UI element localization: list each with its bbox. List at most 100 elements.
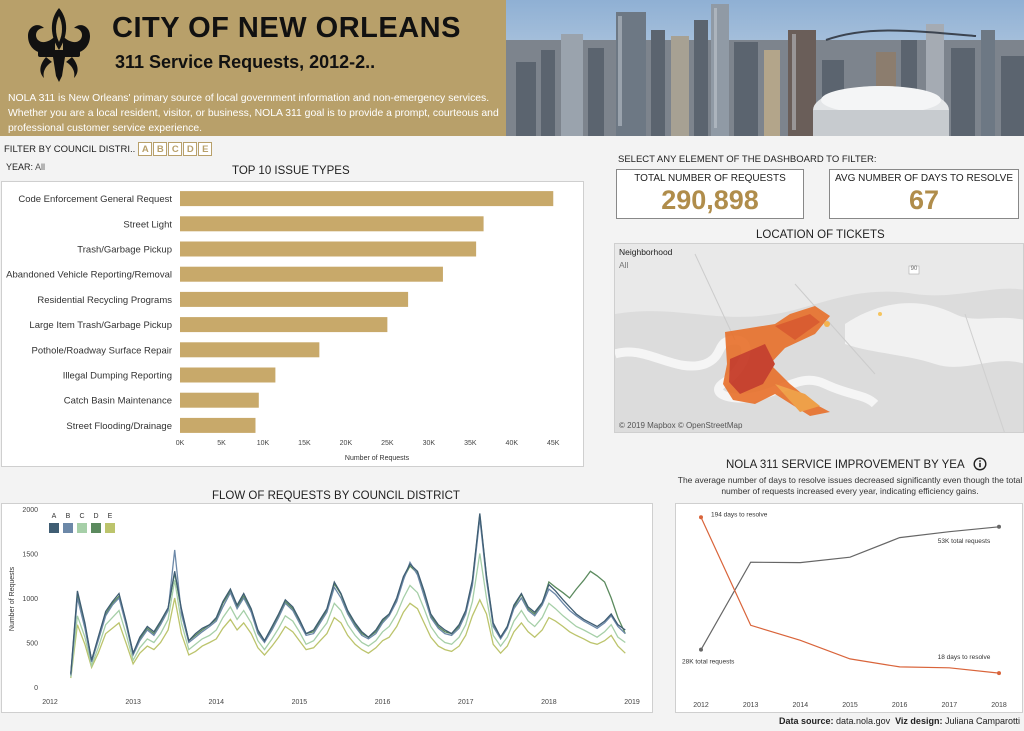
x-tick-label: 2018 [541, 699, 557, 706]
fleur-de-lis-icon [28, 8, 90, 82]
avg-days-label: AVG NUMBER OF DAYS TO RESOLVE [834, 173, 1013, 184]
design-label: Viz design: [895, 716, 943, 726]
issue-bar[interactable] [180, 191, 554, 207]
bar-category-label: Residential Recycling Programs [37, 295, 172, 306]
year-filter-value[interactable]: All [35, 162, 46, 172]
x-tick-label: 35K [464, 440, 477, 447]
legend-swatch-e[interactable] [105, 523, 115, 533]
legend-label-d: D [93, 513, 98, 520]
bar-category-label: Pothole/Roadway Surface Repair [32, 345, 172, 356]
district-e-filter[interactable]: E [198, 142, 213, 156]
bar-category-label: Street Light [123, 219, 172, 230]
x-tick-label: 2015 [842, 702, 858, 709]
legend-swatch-a[interactable] [49, 523, 59, 533]
council-filter: FILTER BY COUNCIL DISTRI.. A B C D E [4, 142, 213, 156]
issue-bar[interactable] [180, 417, 256, 433]
x-tick-label: 5K [217, 440, 226, 447]
y-tick-label: 1500 [22, 552, 38, 559]
days-to-resolve-line[interactable] [700, 517, 1000, 674]
page-subtitle: 311 Service Requests, 2012-2.. [115, 52, 376, 72]
map-attribution: © 2019 Mapbox © OpenStreetMap [619, 421, 743, 430]
series-line-d[interactable] [70, 515, 626, 675]
legend-label-e: E [108, 513, 113, 520]
legend-label-a: A [52, 513, 57, 520]
issue-bar[interactable] [180, 216, 484, 232]
total-requests-line[interactable] [700, 526, 1000, 650]
top-issues-title: TOP 10 ISSUE TYPES [232, 165, 350, 177]
annotation-days-start: 194 days to resolve [711, 511, 768, 518]
improvement-panel: 2012 2013 2014 2015 2016 2017 2018 194 days to … [675, 503, 1023, 713]
issue-bar[interactable] [180, 241, 477, 257]
x-tick-label: 20K [340, 440, 353, 447]
x-tick-label: 40K [506, 440, 519, 447]
bar-category-label: Large Item Trash/Garbage Pickup [29, 320, 172, 331]
series-line-c[interactable] [70, 553, 626, 678]
total-requests-line-end-point [997, 524, 1001, 529]
improvement-chart: 2012 2013 2014 2015 2016 2017 2018 194 days to … [682, 511, 1007, 709]
year-filter-label: YEAR: [6, 162, 34, 172]
x-tick-label: 10K [257, 440, 270, 447]
series-line-a[interactable] [70, 513, 626, 674]
ticket-location-map[interactable]: Neighborhood All 90 © 2019 Mapbox © Open… [614, 243, 1024, 433]
district-b-filter[interactable]: B [153, 142, 168, 156]
district-c-filter[interactable]: C [168, 142, 183, 156]
improvement-title: NOLA 311 SERVICE IMPROVEMENT BY YEA [726, 457, 987, 471]
map-filter-label: Neighborhood [619, 247, 673, 257]
issue-bar[interactable] [180, 291, 409, 307]
map-title: LOCATION OF TICKETS [756, 229, 885, 241]
flow-panel: 0 500 1000 1500 2000 2012 2013 2014 2015 2016 2017… [1, 503, 653, 713]
x-tick-label: 2017 [458, 699, 474, 706]
series-line-e[interactable] [70, 597, 626, 679]
legend-label-b: B [66, 513, 71, 520]
avg-days-kpi[interactable]: AVG NUMBER OF DAYS TO RESOLVE 67 [829, 169, 1019, 219]
annotation-days-end: 18 days to resolve [938, 654, 991, 661]
top-issues-chart: Code Enforcement General Request Street L… [6, 191, 560, 462]
issue-bar[interactable] [180, 367, 276, 383]
y-tick-label: 1000 [22, 596, 38, 603]
district-a-filter[interactable]: A [138, 142, 153, 156]
bar-category-label: Code Enforcement General Request [18, 194, 172, 205]
x-tick-label: 2015 [292, 699, 308, 706]
issue-bar[interactable] [180, 317, 388, 333]
bar-category-label: Illegal Dumping Reporting [63, 371, 172, 382]
x-axis-label: Number of Requests [345, 455, 410, 462]
bar-category-label: Street Flooding/Drainage [66, 421, 172, 432]
district-d-filter[interactable]: D [183, 142, 198, 156]
series-line-b[interactable] [70, 517, 626, 676]
x-tick-label: 2012 [42, 699, 58, 706]
x-tick-label: 2014 [793, 702, 809, 709]
legend-swatch-c[interactable] [77, 523, 87, 533]
design-value: Juliana Camparotti [944, 716, 1020, 726]
days-to-resolve-line-start-point [699, 515, 703, 520]
x-tick-label: 30K [423, 440, 436, 447]
x-tick-label: 25K [381, 440, 394, 447]
x-tick-label: 2013 [743, 702, 759, 709]
issue-bar[interactable] [180, 392, 259, 408]
issue-bar[interactable] [180, 266, 443, 282]
y-tick-label: 0 [34, 685, 38, 692]
legend-swatch-b[interactable] [63, 523, 73, 533]
city-skyline-photo [506, 0, 1024, 136]
bar-category-label: Trash/Garbage Pickup [77, 245, 172, 256]
source-value[interactable]: data.nola.gov [836, 716, 891, 726]
map-filter-value[interactable]: All [619, 260, 629, 270]
select-hint: SELECT ANY ELEMENT OF THE DASHBOARD TO F… [618, 154, 877, 165]
total-requests-kpi[interactable]: TOTAL NUMBER OF REQUESTS 290,898 [616, 169, 804, 219]
x-tick-label: 15K [298, 440, 311, 447]
flow-title: FLOW OF REQUESTS BY COUNCIL DISTRICT [212, 490, 460, 502]
year-filter[interactable]: YEAR: All [6, 162, 45, 172]
top-issues-panel: Code Enforcement General Request Street L… [1, 181, 584, 467]
header-banner: CITY OF NEW ORLEANS 311 Service Requests… [0, 0, 506, 136]
legend-swatch-d[interactable] [91, 523, 101, 533]
council-filter-label: FILTER BY COUNCIL DISTRI.. [4, 143, 136, 155]
info-icon[interactable] [973, 457, 987, 471]
annotation-total-start: 28K total requests [682, 659, 735, 666]
bar-category-label: Abandoned Vehicle Reporting/Removal [6, 270, 172, 281]
page-title: CITY OF NEW ORLEANS [112, 12, 461, 44]
y-axis-label: Number of Requests [9, 566, 16, 631]
y-tick-label: 2000 [22, 507, 38, 514]
issue-bar[interactable] [180, 342, 320, 358]
footer: Data source: data.nola.gov Viz design: J… [779, 716, 1020, 726]
x-tick-label: 2016 [375, 699, 391, 706]
x-tick-label: 2013 [125, 699, 141, 706]
